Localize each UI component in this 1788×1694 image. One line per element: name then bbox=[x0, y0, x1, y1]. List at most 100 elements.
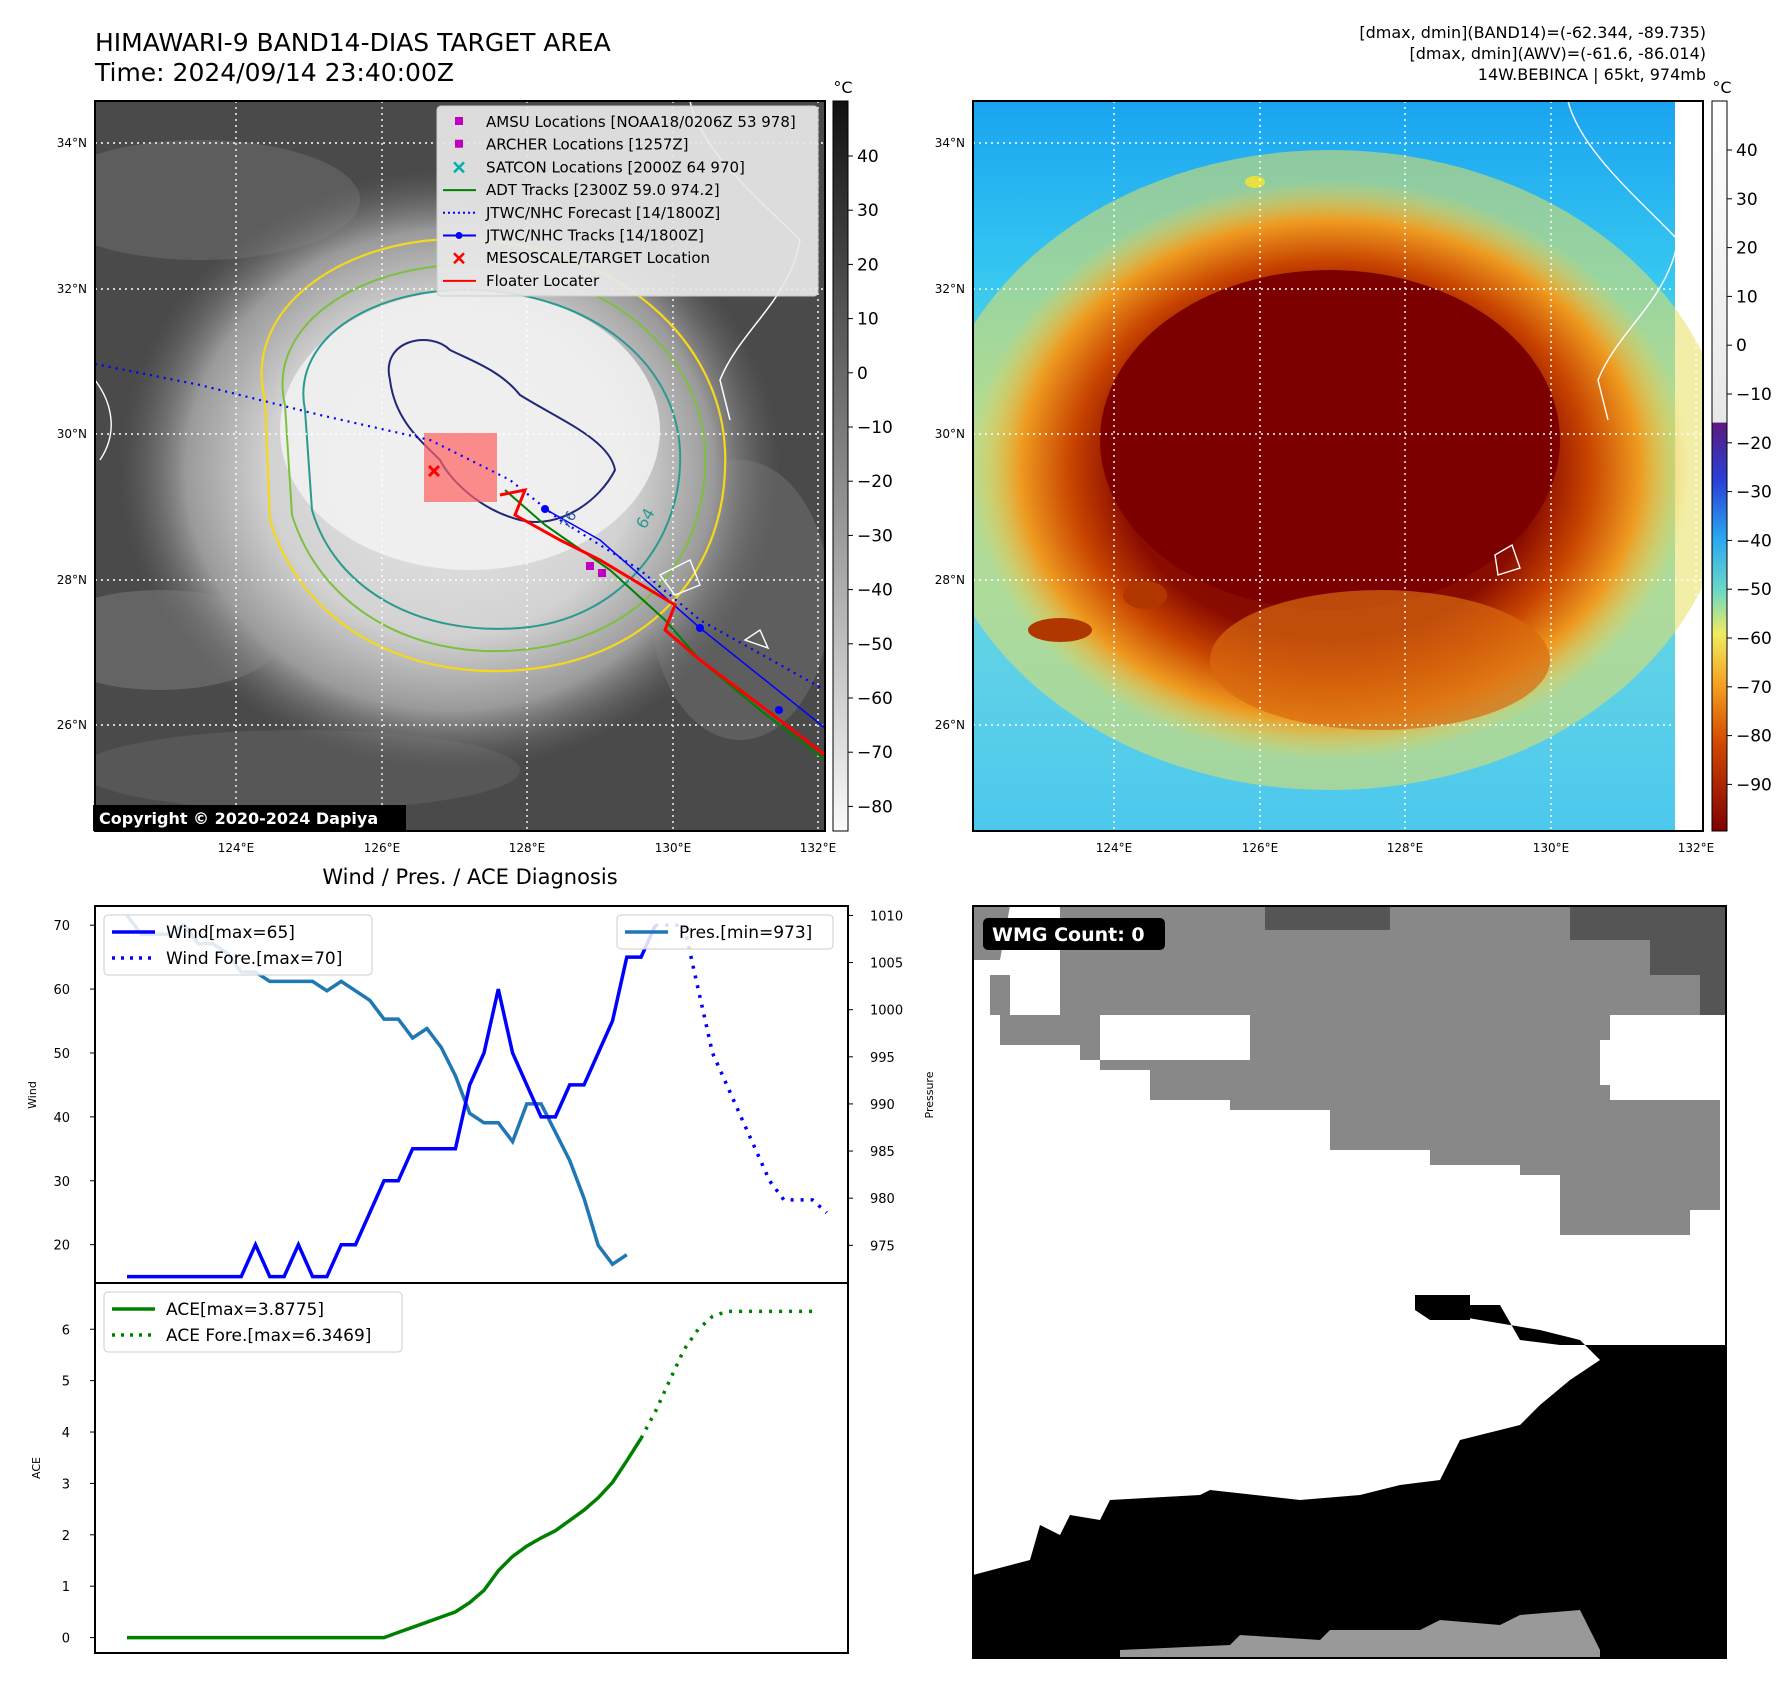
figure-time: Time: 2024/09/14 23:40:00Z bbox=[94, 58, 454, 87]
map-legend: AMSU Locations [NOAA18/0206Z 53 978] ARCH… bbox=[436, 105, 819, 297]
wv-colorbar-tick-label: −40 bbox=[1736, 531, 1772, 551]
ir-colorbar-tick-label: 40 bbox=[857, 147, 879, 167]
ir-lat-label: 26°N bbox=[57, 718, 87, 732]
wv-map-frame bbox=[972, 100, 1704, 832]
wv-lon-label: 130°E bbox=[1533, 841, 1570, 855]
wv-colorbar-tick-label: −30 bbox=[1736, 483, 1772, 503]
ir-colorbar-tick-label: −80 bbox=[857, 797, 893, 817]
ir-map-frame bbox=[94, 100, 826, 832]
wv-lat-label: 34°N bbox=[935, 136, 965, 150]
pressure-ytick-label: 1005 bbox=[870, 957, 903, 972]
pressure-ytick-label: 985 bbox=[870, 1145, 895, 1160]
figure-title: HIMAWARI-9 BAND14-DIAS TARGET AREA bbox=[95, 28, 611, 57]
pressure-ytick-label: 990 bbox=[870, 1098, 895, 1113]
ace-chart: ACE 0 1 2 3 4 5 6 ACE[max=3.8775] ACE Fore.[ma… bbox=[30, 1282, 849, 1654]
ir-lon-labels: 124°E 126°E 128°E 130°E 132°E bbox=[218, 841, 837, 855]
wv-colorbar-tick-label: −70 bbox=[1736, 678, 1772, 698]
ir-lat-label: 34°N bbox=[57, 136, 87, 150]
ace-ytick-label: 1 bbox=[62, 1580, 70, 1595]
wv-cloud-cell-2 bbox=[1028, 618, 1092, 642]
wv-lon-label: 128°E bbox=[1387, 841, 1424, 855]
wind-ytick-label: 40 bbox=[53, 1111, 70, 1126]
floater-locater-track bbox=[499, 487, 825, 757]
legend-entry-label: JTWC/NHC Forecast [14/1800Z] bbox=[485, 204, 720, 222]
legend-entry-label: MESOSCALE/TARGET Location bbox=[486, 249, 710, 267]
wv-lat-labels: 34°N 32°N 30°N 28°N 26°N bbox=[935, 136, 965, 732]
ir-colorbar-ticks: 40 30 20 10 0 −10 −20 −30 −40 −50 −60 −70 −80 bbox=[848, 147, 893, 817]
legend-entry-label: Floater Locater bbox=[486, 272, 600, 290]
wind-ytick-label: 60 bbox=[53, 983, 70, 998]
legend-box bbox=[436, 105, 819, 297]
wv-colorbar-tick-label: −10 bbox=[1736, 385, 1772, 405]
wv-colorbar-unit: °C bbox=[1712, 78, 1731, 97]
contour-yellow bbox=[260, 237, 727, 673]
wind-ytick-label: 20 bbox=[53, 1239, 70, 1254]
ir-lon-label: 124°E bbox=[218, 841, 255, 855]
wind-legend: Wind[max=65] Wind Fore.[max=70] Pres.[mi… bbox=[103, 914, 834, 976]
wind-ytick-label: 30 bbox=[53, 1175, 70, 1190]
wv-lon-label: 132°E bbox=[1678, 841, 1715, 855]
wind-legend-box bbox=[103, 914, 373, 976]
contour-teal bbox=[302, 288, 682, 630]
ace-ytick-label: 3 bbox=[62, 1477, 70, 1492]
wv-colorbar-tick-label: −90 bbox=[1736, 775, 1772, 795]
wmg-gray-strip-bottom bbox=[1120, 1610, 1600, 1658]
wmg-frame bbox=[972, 905, 1727, 1659]
legend-entry-label: ADT Tracks [2300Z 59.0 974.2] bbox=[486, 181, 720, 199]
wv-lon-labels: 124°E 126°E 128°E 130°E 132°E bbox=[1096, 841, 1715, 855]
wv-outflow-band bbox=[1210, 590, 1550, 730]
wind-ylabel: Wind bbox=[26, 1081, 39, 1109]
legend-pressure-label: Pres.[min=973] bbox=[679, 923, 812, 943]
wv-colorbar-tick-label: 20 bbox=[1736, 239, 1758, 259]
ir-lat-labels: 34°N 32°N 30°N 28°N 26°N bbox=[57, 136, 87, 732]
wv-cloud-cell bbox=[1123, 581, 1167, 609]
wv-lat-label: 30°N bbox=[935, 427, 965, 441]
ace-legend: ACE[max=3.8775] ACE Fore.[max=6.3469] bbox=[103, 1291, 403, 1353]
wmg-panel: WMG Count: 0 bbox=[972, 905, 1727, 1659]
wmg-black-blob bbox=[1415, 1295, 1470, 1320]
wv-colorbar-tick-label: 10 bbox=[1736, 287, 1758, 307]
adt-track bbox=[504, 489, 825, 761]
ir-colorbar-unit: °C bbox=[833, 78, 852, 97]
ir-colorbar-tick-label: −60 bbox=[857, 689, 893, 709]
wv-lat-label: 32°N bbox=[935, 282, 965, 296]
wv-lat-label: 28°N bbox=[935, 573, 965, 587]
ir-colorbar: °C 40 30 20 10 0 −10 −20 −30 −40 −50 −60 −70 −80 bbox=[832, 78, 893, 832]
wv-small-cell bbox=[1245, 176, 1265, 188]
legend-entry-label: JTWC/NHC Tracks [14/1800Z] bbox=[485, 227, 704, 245]
wv-coastline-kyushu bbox=[1567, 101, 1679, 421]
coastline-islands bbox=[658, 559, 770, 650]
wmg-white-patches bbox=[1100, 1015, 1650, 1085]
wmg-darkgray-region bbox=[1265, 906, 1726, 1015]
ace-series bbox=[127, 1309, 813, 1640]
wind-pressure-chart: Wind / Pres. / ACE Diagnosis Wind Pressu… bbox=[26, 865, 936, 1284]
ir-cold-core bbox=[280, 290, 660, 570]
dmax-band14: [dmax, dmin](BAND14)=(-62.344, -89.735) bbox=[1359, 23, 1706, 42]
legend-entry-label: ARCHER Locations [1257Z] bbox=[486, 136, 689, 154]
legend-ace-label: ACE[max=3.8775] bbox=[166, 1300, 324, 1320]
wmg-gray-region bbox=[973, 906, 1726, 1235]
legend-marker-square bbox=[455, 117, 463, 125]
ir-colorbar-tick-label: 30 bbox=[857, 201, 879, 221]
ace-ytick-label: 2 bbox=[62, 1529, 70, 1544]
amsu-archer-markers bbox=[586, 562, 606, 577]
wv-colorbar-tick-label: −80 bbox=[1736, 727, 1772, 747]
pressure-legend-box bbox=[616, 914, 834, 950]
wv-gridlines bbox=[973, 101, 1703, 831]
legend-wind-label: Wind[max=65] bbox=[166, 923, 295, 943]
contour-label-76: 76 bbox=[558, 508, 581, 532]
wmg-black-region bbox=[973, 1295, 1726, 1658]
jtwc-track-points bbox=[541, 505, 783, 714]
ir-colorbar-tick-label: 0 bbox=[857, 364, 868, 384]
wind-ytick-label: 70 bbox=[53, 919, 70, 934]
pressure-ytick-label: 995 bbox=[870, 1051, 895, 1066]
wv-colorbar-tick-label: 40 bbox=[1736, 141, 1758, 161]
ace-y-ticks: 0 1 2 3 4 5 6 bbox=[62, 1323, 95, 1647]
jtwc-track bbox=[544, 508, 825, 729]
ir-lon-label: 130°E bbox=[655, 841, 692, 855]
wv-colorbar-tick-label: −50 bbox=[1736, 580, 1772, 600]
ace-ytick-label: 0 bbox=[62, 1632, 70, 1647]
pressure-ytick-label: 1000 bbox=[870, 1004, 903, 1019]
